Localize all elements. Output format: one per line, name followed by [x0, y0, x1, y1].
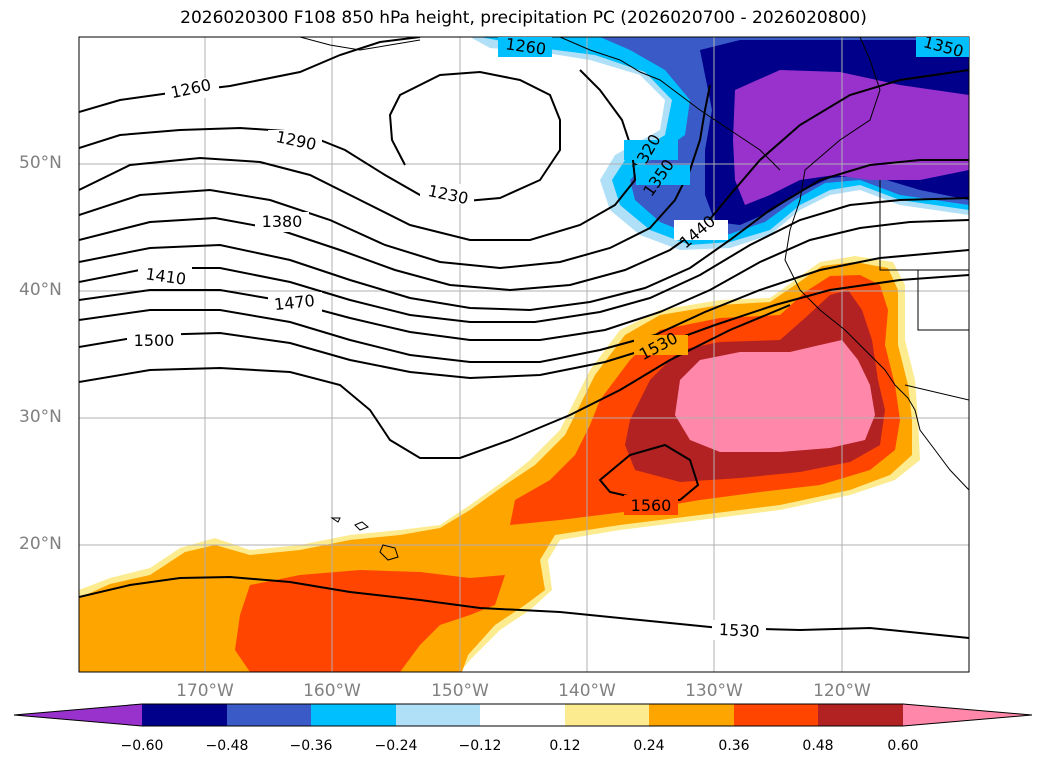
colorbar-segment-1 [142, 704, 228, 726]
colorbar-segment-10 [903, 704, 1032, 726]
colorbar-segment-4 [396, 704, 481, 726]
colorbar-segment-7 [649, 704, 735, 726]
lat-label: 50°N [19, 153, 62, 173]
colorbar-tick: −0.12 [458, 738, 502, 754]
lat-label: 20°N [19, 534, 62, 554]
coastlines [299, 37, 969, 561]
lon-label: 130°W [685, 681, 743, 701]
lat-label: 40°N [19, 280, 62, 300]
colorbar-tick: 0.12 [549, 738, 581, 754]
colorbar-tick: −0.48 [205, 738, 249, 754]
colorbar-segment-6 [565, 704, 650, 726]
graticule [79, 37, 969, 672]
colorbar-outline [13, 703, 1033, 727]
lon-label: 150°W [431, 681, 489, 701]
colorbar-segment-8 [734, 704, 819, 726]
colorbar-segment-2 [227, 704, 312, 726]
colorbar-tick: 0.48 [802, 738, 834, 754]
colorbar-tick: 0.60 [887, 738, 919, 754]
contour-label: 1560 [631, 496, 672, 515]
lat-label: 30°N [19, 407, 62, 427]
colorbar-tick: −0.60 [120, 738, 164, 754]
anomaly-0.60-region [675, 340, 875, 452]
map-title: 2026020300 F108 850 hPa height, precipit… [180, 8, 867, 28]
colorbar-tick: −0.24 [374, 738, 418, 754]
contour-label: 1470 [273, 291, 315, 314]
colorbar-tick: 0.24 [633, 738, 665, 754]
colorbar-segment-5 [480, 704, 566, 726]
anomaly-0.36-region-west [235, 570, 505, 672]
colorbar-segment-3 [311, 704, 397, 726]
anomaly-neg-0.60-region [733, 70, 969, 205]
contour-labels: 1260 1290 1230 1380 1410 1470 1500 1320 … [127, 32, 969, 641]
colorbar-segment-0 [14, 704, 142, 726]
colorbar-tick: −0.36 [289, 738, 333, 754]
contour-label: 1380 [262, 212, 303, 231]
colorbar [13, 703, 1033, 727]
height-contours [79, 37, 969, 639]
colorbar-tick: 0.36 [718, 738, 750, 754]
lon-label: 140°W [558, 681, 616, 701]
contour-label: 1530 [718, 620, 760, 641]
lon-label: 120°W [813, 681, 871, 701]
colorbar-segment-9 [818, 704, 904, 726]
lon-label: 170°W [176, 681, 234, 701]
lon-label: 160°W [303, 681, 361, 701]
contour-label: 1500 [134, 331, 175, 350]
